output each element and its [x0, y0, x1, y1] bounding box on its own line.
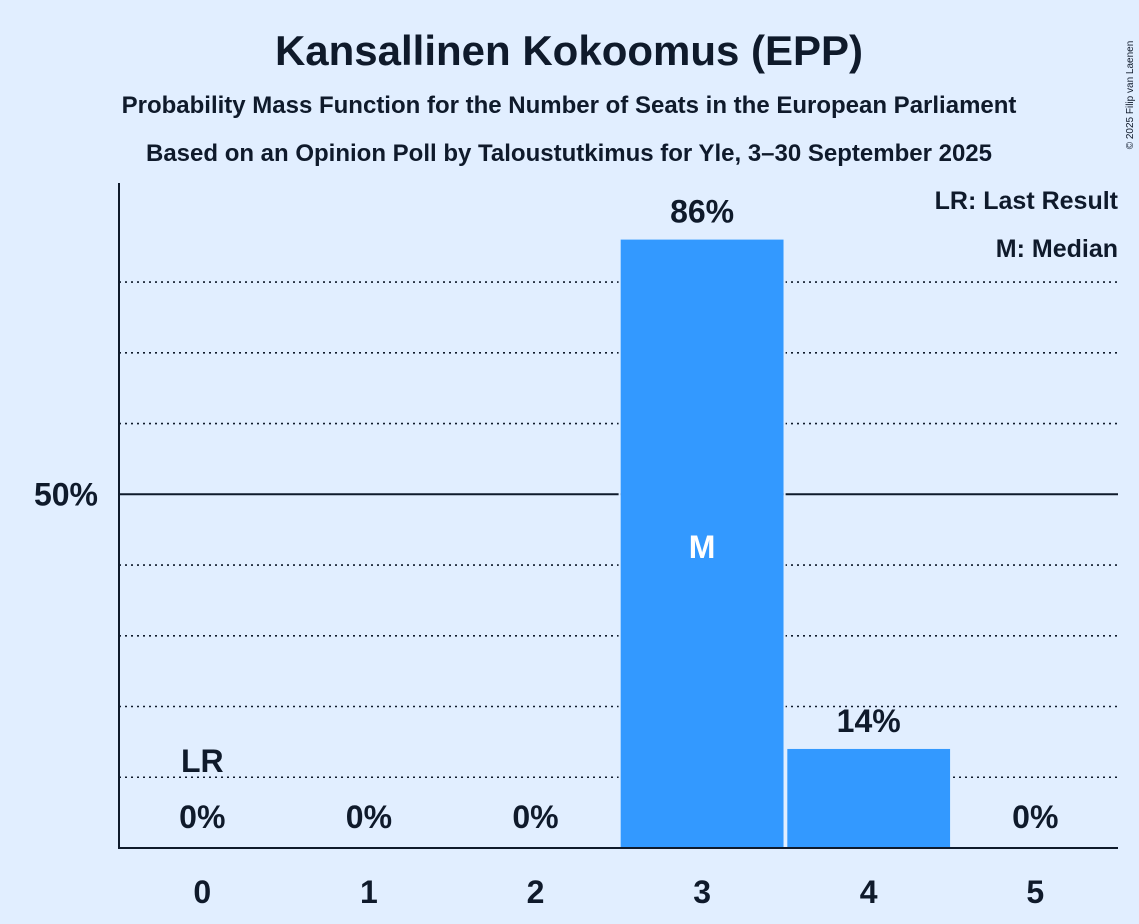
x-tick-label-5: 5	[1026, 874, 1044, 910]
value-label-0: 0%	[179, 799, 225, 835]
gridlines	[119, 281, 1118, 779]
bars	[618, 239, 953, 848]
bar-3	[620, 239, 784, 848]
axes	[118, 183, 1118, 849]
bar-gap-left	[785, 748, 788, 848]
median-marker: M	[689, 529, 716, 565]
y-tick-label: 50%	[34, 476, 98, 512]
bar-gap-right	[950, 748, 953, 848]
value-label-1: 0%	[346, 799, 392, 835]
labels: 50%0 1 2 3 4 50% 0% 0%86%14%0%LRM	[34, 194, 1058, 910]
x-tick-label-1: 1	[360, 874, 378, 910]
x-tick-label-2: 2	[527, 874, 545, 910]
value-label-4: 14%	[837, 703, 901, 739]
x-tick-label-4: 4	[860, 874, 878, 910]
chart-title: Kansallinen Kokoomus (EPP)	[275, 27, 863, 74]
legend-median: M: Median	[996, 235, 1118, 263]
bar-gap-left	[618, 239, 621, 848]
value-label-3: 86%	[670, 194, 734, 230]
last-result-marker: LR	[181, 743, 224, 779]
x-tick-label-0: 0	[193, 874, 211, 910]
bar-gap-right	[783, 239, 786, 848]
legend-last-result: LR: Last Result	[935, 187, 1119, 215]
bar-4	[787, 748, 951, 848]
value-label-5: 0%	[1012, 799, 1058, 835]
x-tick-label-3: 3	[693, 874, 711, 910]
chart-subtitle: Probability Mass Function for the Number…	[122, 92, 1017, 119]
chart-subtitle-source: Based on an Opinion Poll by Taloustutkim…	[146, 140, 992, 167]
value-label-2: 0%	[512, 799, 558, 835]
copyright-notice: © 2025 Filip van Laenen	[1125, 41, 1136, 150]
